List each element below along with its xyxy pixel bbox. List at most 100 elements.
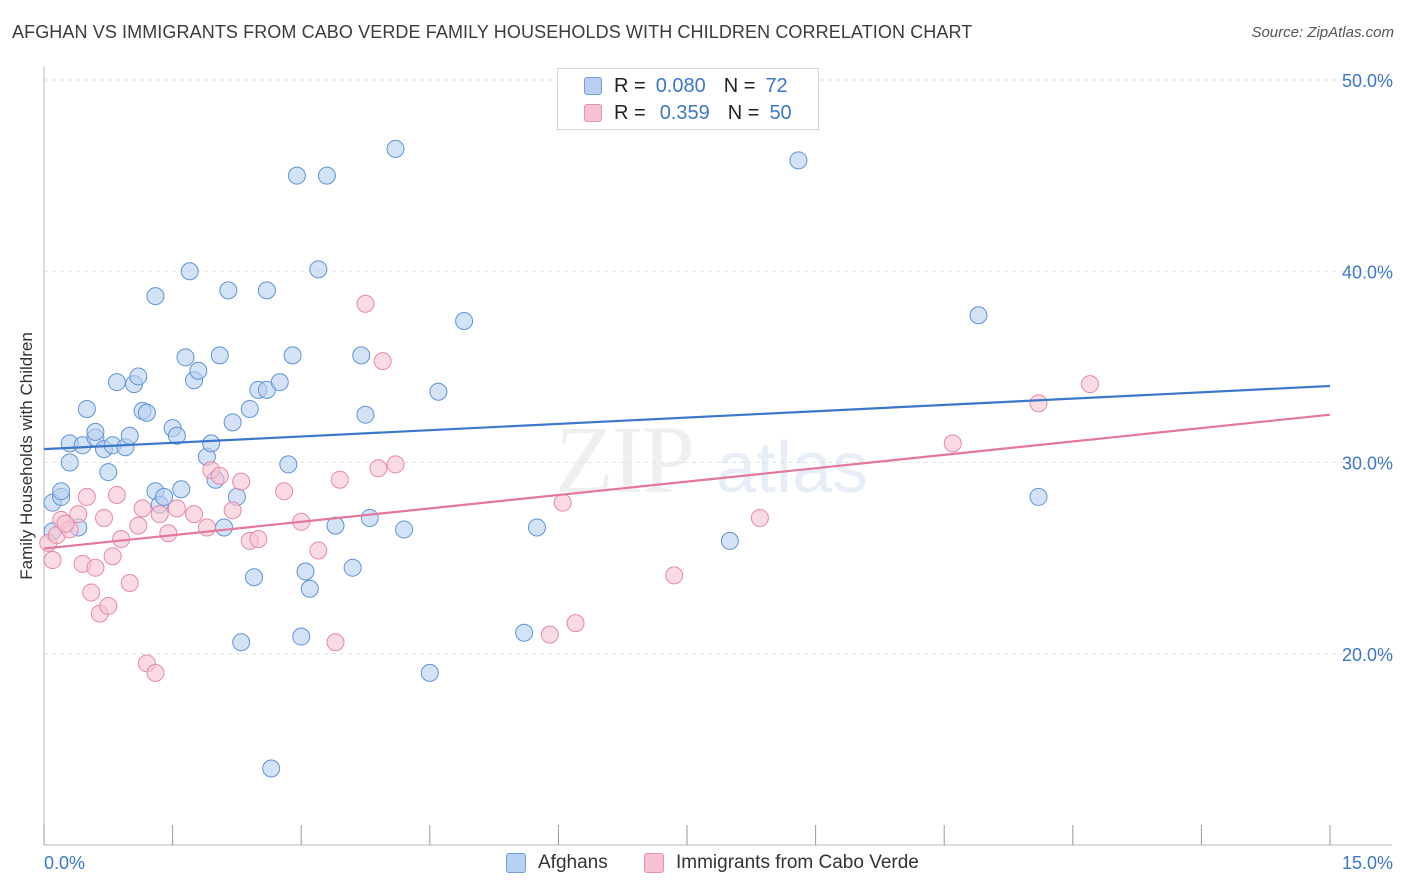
afghans-point xyxy=(343,558,362,577)
y-tick-label: 20.0% xyxy=(1342,645,1393,665)
cabo-verde-point xyxy=(750,508,769,527)
afghans-point xyxy=(317,166,336,185)
r-label: R = xyxy=(614,74,646,97)
legend-label-cabo-verde: Immigrants from Cabo Verde xyxy=(676,852,919,873)
cabo-verde-point xyxy=(275,482,294,501)
cabo-verde-trend-line xyxy=(43,413,1331,550)
cabo-verde-point xyxy=(540,625,559,644)
r-label: R = xyxy=(614,101,646,124)
afghans-point xyxy=(176,348,195,367)
n-value-afghans: 72 xyxy=(765,74,788,97)
n-value-cabo-verde: 50 xyxy=(769,101,792,124)
cabo-verde-legend-swatch xyxy=(644,853,664,873)
afghans-trend-line xyxy=(43,384,1331,451)
watermark-atlas: atlas xyxy=(716,428,868,508)
gridlines xyxy=(44,79,1392,655)
afghans-point xyxy=(120,426,139,445)
stats-legend-row-cabo-verde: R = 0.359 N = 50 xyxy=(584,101,792,125)
afghans-point xyxy=(789,151,808,170)
afghans-point xyxy=(86,422,105,441)
afghans-point xyxy=(287,166,306,185)
afghans-point xyxy=(52,482,71,501)
afghans-point xyxy=(60,453,79,472)
legend-item-cabo-verde[interactable]: Immigrants from Cabo Verde xyxy=(644,852,919,874)
afghans-point xyxy=(232,633,251,652)
cabo-verde-point xyxy=(326,633,345,652)
watermark: ZIP atlas xyxy=(555,406,868,513)
legend-label-afghans: Afghans xyxy=(538,852,608,873)
afghans-point xyxy=(352,346,371,365)
y-axis-label: Family Households with Children xyxy=(17,332,36,580)
afghans-point xyxy=(283,346,302,365)
afghans-point xyxy=(360,508,379,527)
cabo-verde-point xyxy=(1080,375,1099,394)
afghans-point xyxy=(215,518,234,537)
cabo-verde-point xyxy=(167,499,186,518)
afghans-point xyxy=(240,399,259,418)
afghans-point xyxy=(395,520,414,539)
afghans-legend-swatch xyxy=(506,853,526,873)
cabo-verde-point xyxy=(1029,394,1048,413)
cabo-verde-point xyxy=(120,573,139,592)
afghans-point xyxy=(455,311,474,330)
cabo-verde-point xyxy=(356,294,375,313)
cabo-verde-point xyxy=(373,352,392,371)
afghans-point xyxy=(180,262,199,281)
cabo-verde-point xyxy=(185,505,204,524)
cabo-verde-point xyxy=(82,583,101,602)
afghans-point xyxy=(172,480,191,499)
cabo-verde-point xyxy=(43,551,62,570)
afghans-point xyxy=(969,306,988,325)
afghans-point xyxy=(1029,487,1048,506)
cabo-verde-point xyxy=(197,518,216,537)
cabo-verde-point xyxy=(99,596,118,615)
cabo-verde-point xyxy=(210,466,229,485)
afghans-point xyxy=(129,367,148,386)
r-value-cabo-verde: 0.359 xyxy=(659,101,710,124)
data-points xyxy=(39,139,1099,778)
afghans-point xyxy=(262,759,281,778)
source-credit: Source: ZipAtlas.com xyxy=(1251,24,1394,41)
cabo-verde-point xyxy=(107,486,126,505)
y-tick-label: 40.0% xyxy=(1342,262,1393,282)
tick-labels: 20.0% 30.0% 40.0% 50.0% 0.0% 15.0% xyxy=(44,71,1393,873)
n-label: N = xyxy=(723,74,756,97)
cabo-verde-point xyxy=(249,530,268,548)
afghans-point xyxy=(210,346,229,365)
cabo-verde-point xyxy=(103,547,122,566)
afghans-point xyxy=(309,260,328,279)
cabo-verde-point xyxy=(86,558,105,577)
cabo-verde-point xyxy=(566,614,585,633)
x-tick-label: 0.0% xyxy=(44,853,85,873)
legend-item-afghans[interactable]: Afghans xyxy=(506,852,608,874)
cabo-verde-point xyxy=(309,541,328,560)
cabo-verde-point xyxy=(95,508,114,527)
cabo-verde-point xyxy=(77,487,96,506)
afghans-point xyxy=(107,373,126,392)
cabo-verde-point xyxy=(129,516,148,535)
afghans-point xyxy=(223,413,242,432)
cabo-verde-point xyxy=(150,505,169,524)
afghans-point xyxy=(155,487,174,506)
cabo-verde-point xyxy=(159,524,178,543)
cabo-verde-point xyxy=(943,434,962,453)
cabo-verde-point xyxy=(146,663,165,682)
cabo-verde-point xyxy=(56,514,75,533)
n-label: N = xyxy=(727,101,760,124)
cabo-verde-point xyxy=(232,472,251,491)
axes xyxy=(43,66,1392,846)
afghans-point xyxy=(257,281,276,300)
afghans-point xyxy=(219,281,238,300)
cabo-verde-point xyxy=(553,493,572,512)
afghans-point xyxy=(300,579,319,598)
afghans-point xyxy=(429,382,448,401)
afghans-point xyxy=(386,139,405,158)
afghans-point xyxy=(356,405,375,424)
y-tick-label: 50.0% xyxy=(1342,71,1393,91)
series-legend: Afghans Immigrants from Cabo Verde xyxy=(0,852,1406,876)
afghans-point xyxy=(77,399,96,418)
afghans-point xyxy=(146,287,165,306)
afghans-point xyxy=(292,627,311,646)
afghans-point xyxy=(720,531,739,550)
